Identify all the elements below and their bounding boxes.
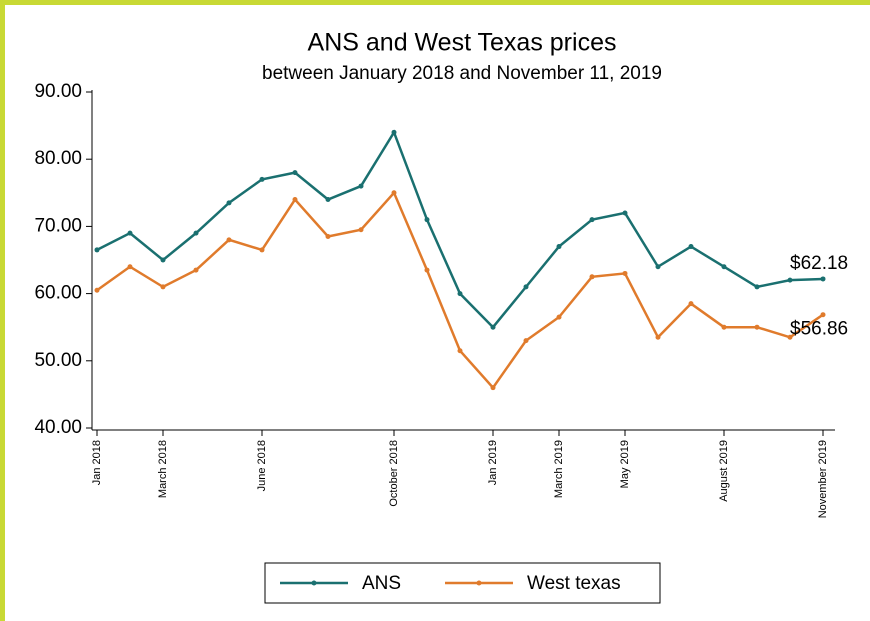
y-tick-label: 90.00 bbox=[34, 81, 82, 102]
point bbox=[787, 277, 793, 283]
y-tick-label: 60.00 bbox=[34, 283, 82, 304]
point bbox=[655, 264, 661, 270]
legend-label: West texas bbox=[527, 573, 621, 594]
point bbox=[490, 324, 496, 330]
point bbox=[523, 284, 529, 290]
point bbox=[721, 264, 727, 270]
point bbox=[292, 170, 298, 176]
frame-left bbox=[0, 0, 5, 621]
x-tick-label: November 2019 bbox=[817, 440, 829, 518]
point bbox=[259, 176, 265, 182]
chart-title: ANS and West Texas prices bbox=[308, 29, 617, 57]
x-tick-label: March 2019 bbox=[553, 440, 565, 498]
point bbox=[358, 183, 364, 189]
point bbox=[391, 190, 397, 196]
end-label: $56.86 bbox=[790, 319, 848, 340]
point bbox=[556, 314, 562, 320]
legend-label: ANS bbox=[362, 573, 401, 594]
y-tick-label: 80.00 bbox=[34, 148, 82, 169]
point bbox=[160, 257, 166, 263]
point bbox=[622, 270, 628, 276]
point bbox=[820, 312, 826, 318]
point bbox=[655, 334, 661, 340]
x-tick-label: March 2018 bbox=[157, 440, 169, 498]
point bbox=[490, 385, 496, 391]
point bbox=[226, 200, 232, 206]
x-tick-label: June 2018 bbox=[256, 440, 268, 491]
point bbox=[622, 210, 628, 216]
chart-subtitle: between January 2018 and November 11, 20… bbox=[262, 63, 662, 84]
legend-dot bbox=[311, 580, 317, 586]
y-tick-label: 40.00 bbox=[34, 417, 82, 438]
point bbox=[721, 324, 727, 330]
point bbox=[292, 197, 298, 203]
point bbox=[325, 197, 331, 203]
x-tick-label: Jan 2019 bbox=[487, 440, 499, 485]
y-tick-label: 70.00 bbox=[34, 215, 82, 236]
point bbox=[94, 287, 100, 293]
point bbox=[424, 217, 430, 223]
y-tick-label: 50.00 bbox=[34, 350, 82, 371]
point bbox=[523, 338, 529, 344]
point bbox=[226, 237, 232, 243]
point bbox=[589, 217, 595, 223]
frame-top bbox=[0, 0, 870, 5]
point bbox=[325, 233, 331, 239]
point bbox=[457, 291, 463, 297]
legend-dot bbox=[476, 580, 482, 586]
point bbox=[127, 230, 133, 236]
point bbox=[754, 324, 760, 330]
point bbox=[160, 284, 166, 290]
point bbox=[94, 247, 100, 253]
point bbox=[457, 348, 463, 354]
end-label: $62.18 bbox=[790, 253, 848, 274]
point bbox=[127, 264, 133, 270]
x-tick-label: May 2019 bbox=[619, 440, 631, 488]
point bbox=[589, 274, 595, 280]
point bbox=[787, 334, 793, 340]
x-tick-label: October 2018 bbox=[388, 440, 400, 507]
point bbox=[556, 244, 562, 250]
point bbox=[193, 230, 199, 236]
point bbox=[391, 129, 397, 135]
point bbox=[754, 284, 760, 290]
point bbox=[358, 227, 364, 233]
point bbox=[688, 244, 694, 250]
x-tick-label: Jan 2018 bbox=[91, 440, 103, 485]
x-tick-label: August 2019 bbox=[718, 440, 730, 502]
point bbox=[259, 247, 265, 253]
point bbox=[424, 267, 430, 273]
point bbox=[688, 301, 694, 307]
point bbox=[820, 276, 826, 282]
point bbox=[193, 267, 199, 273]
